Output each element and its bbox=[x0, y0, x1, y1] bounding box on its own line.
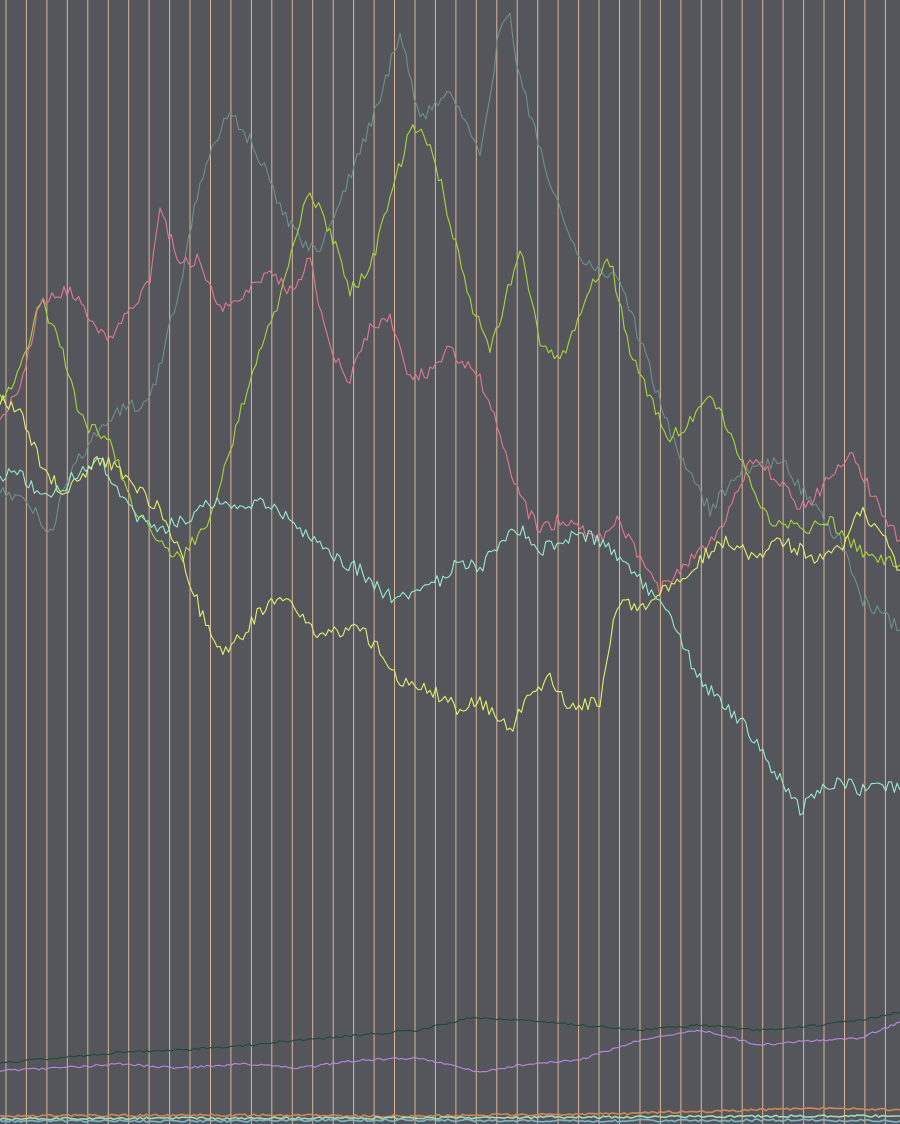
series-line-3 bbox=[0, 394, 900, 732]
series-line-7 bbox=[0, 1106, 900, 1118]
grid-lines bbox=[5, 0, 886, 1124]
series-line-4 bbox=[0, 457, 900, 816]
series-layer bbox=[0, 12, 900, 1123]
series-line-2 bbox=[0, 207, 900, 598]
series-line-6 bbox=[0, 1021, 900, 1073]
series-line-0 bbox=[0, 12, 900, 632]
series-line-1 bbox=[0, 124, 900, 568]
series-line-8 bbox=[0, 1114, 900, 1121]
series-line-5 bbox=[0, 1011, 900, 1064]
series-line-9 bbox=[0, 1118, 900, 1123]
